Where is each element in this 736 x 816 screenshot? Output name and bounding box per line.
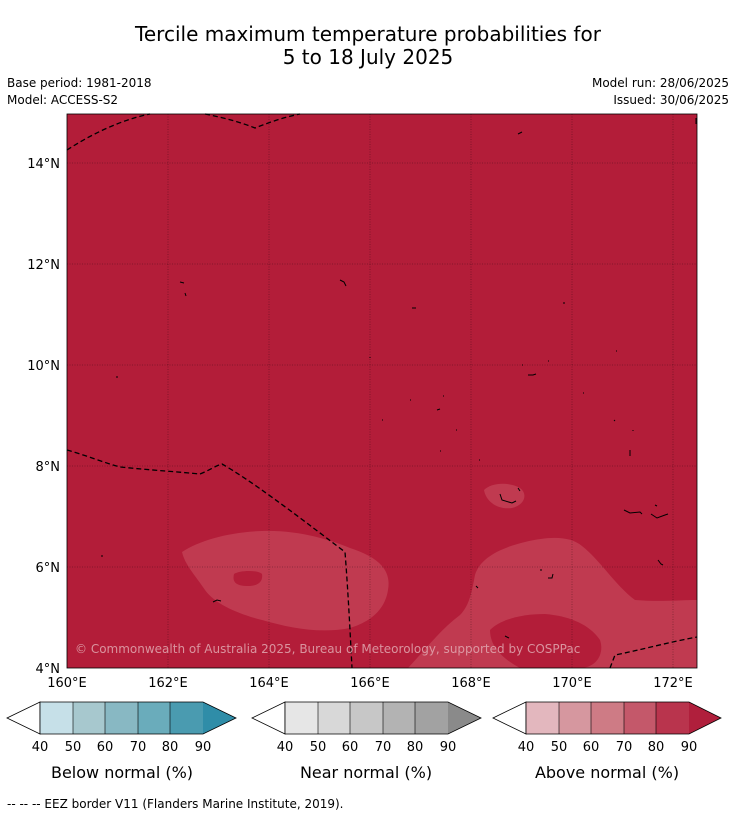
cbar-swatch [318, 702, 350, 734]
lon-label: 162°E [148, 676, 188, 691]
cbar-tick: 40 [277, 740, 294, 755]
cbar-tick: 60 [583, 740, 600, 755]
lon-label: 164°E [249, 676, 289, 691]
model-name: Model: ACCESS-S2 [7, 93, 119, 107]
cbar-tick: 90 [195, 740, 212, 755]
cbar-tick: 70 [130, 740, 147, 755]
cbar-label: Near normal (%) [300, 763, 432, 782]
map-title-line2: 5 to 18 July 2025 [282, 45, 454, 69]
colorbar-below-normal: 40 50 60 70 80 90 Below normal (%) [6, 701, 237, 782]
cbar-swatch [559, 702, 591, 734]
cbar-tick: 60 [342, 740, 359, 755]
cbar-tick: 80 [162, 740, 179, 755]
lat-label: 4°N [36, 662, 61, 677]
graticule [67, 114, 697, 668]
lat-label: 10°N [27, 359, 60, 374]
cbar-swatch [689, 702, 721, 734]
cbar-swatch [448, 702, 481, 734]
lat-label: 6°N [36, 561, 61, 576]
longitude-labels: 160°E 162°E 164°E 166°E 168°E 170°E 172°… [47, 676, 693, 691]
cbar-tick: 70 [616, 740, 633, 755]
cbar-tick: 90 [681, 740, 698, 755]
cbar-tick: 40 [32, 740, 49, 755]
eez-footnote: -- -- -- EEZ border V11 (Flanders Marine… [7, 797, 344, 811]
probability-zone-90-east [490, 614, 602, 668]
lon-label: 170°E [552, 676, 592, 691]
cbar-swatch [350, 702, 383, 734]
cbar-tick: 90 [440, 740, 457, 755]
map-title-line1: Tercile maximum temperature probabilitie… [135, 22, 601, 46]
probability-zone-90-patch [233, 571, 263, 586]
lon-label: 172°E [653, 676, 693, 691]
colorbar-near-normal: 40 50 60 70 80 90 Near normal (%) [251, 701, 482, 782]
cbar-tick: 40 [518, 740, 535, 755]
islands [101, 118, 697, 639]
cbar-tick: 50 [310, 740, 327, 755]
lat-label: 12°N [27, 258, 60, 273]
cbar-swatch [170, 702, 203, 734]
probability-zone-80-east [408, 537, 697, 668]
colorbar-above-normal: 40 50 60 70 80 90 Above normal (%) [492, 701, 722, 782]
cbar-swatch [526, 702, 559, 734]
cbar-tick: 50 [65, 740, 82, 755]
cbar-label: Above normal (%) [535, 763, 679, 782]
base-period: Base period: 1981-2018 [7, 76, 152, 90]
probability-zone-80-inner [530, 561, 562, 592]
cbar-swatch [73, 702, 105, 734]
cbar-tick: 80 [648, 740, 665, 755]
cbar-swatch [656, 702, 689, 734]
model-run: Model run: 28/06/2025 [591, 76, 729, 90]
cbar-tick: 80 [407, 740, 424, 755]
cbar-tick: 70 [375, 740, 392, 755]
cbar-swatch [138, 702, 170, 734]
cbar-swatch [383, 702, 415, 734]
lat-label: 14°N [27, 157, 60, 172]
cbar-swatch [415, 702, 448, 734]
eez-borders [66, 113, 698, 669]
cbar-label: Below normal (%) [51, 763, 193, 782]
cbar-swatch [285, 702, 318, 734]
cbar-tick: 50 [551, 740, 568, 755]
lat-label: 8°N [36, 460, 61, 475]
map-frame [66, 113, 698, 669]
cbar-swatch [203, 702, 236, 734]
issued-date: Issued: 30/06/2025 [613, 93, 729, 107]
latitude-labels: 14°N 12°N 10°N 8°N 6°N 4°N [27, 157, 60, 677]
copyright-notice: © Commonwealth of Australia 2025, Bureau… [75, 642, 580, 656]
lon-label: 160°E [47, 676, 87, 691]
cbar-swatch [40, 702, 73, 734]
cbar-swatch [591, 702, 624, 734]
lon-label: 166°E [350, 676, 390, 691]
probability-zone-80-west [182, 530, 389, 631]
cbar-swatch [105, 702, 138, 734]
lon-label: 168°E [451, 676, 491, 691]
cbar-tick: 60 [97, 740, 114, 755]
cbar-swatch [624, 702, 656, 734]
